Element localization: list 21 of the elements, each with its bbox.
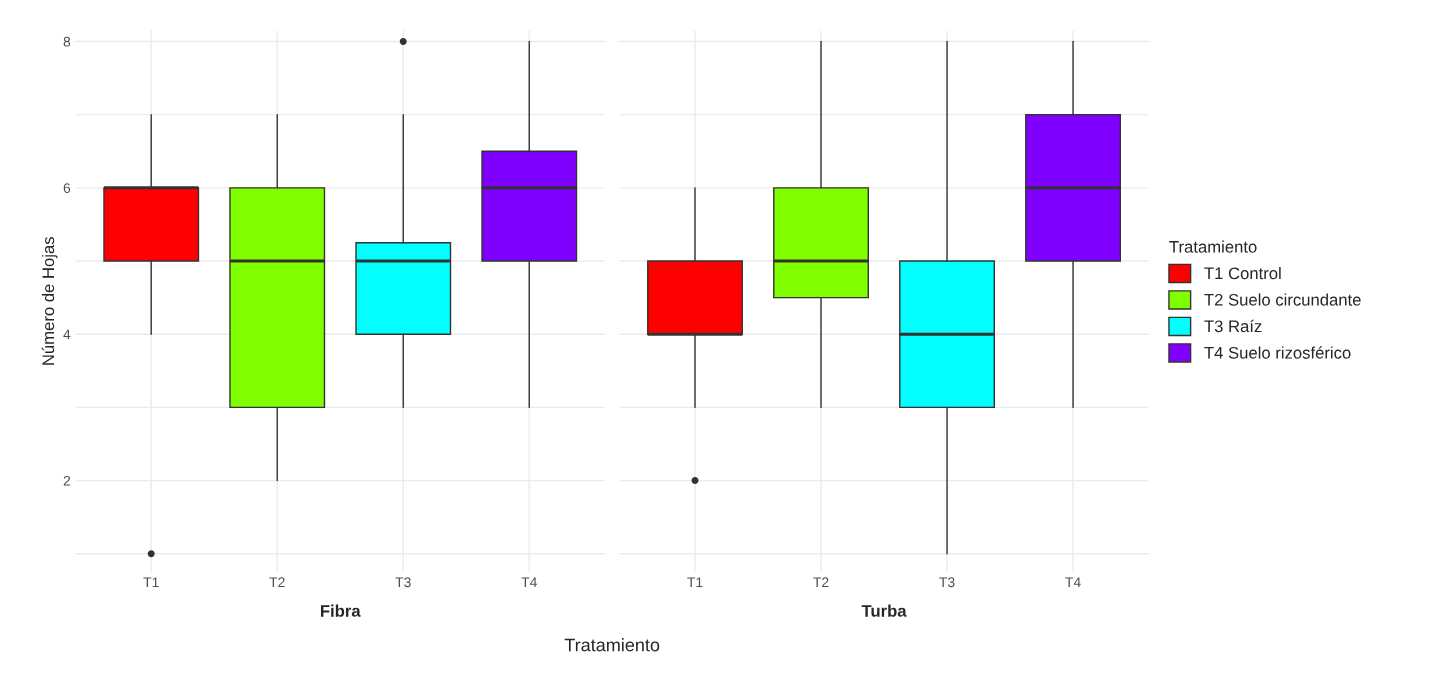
legend-label: T3 Raíz [1204,319,1262,333]
legend-label: T1 Control [1204,266,1281,280]
y-tick-label: 8 [63,36,71,47]
x-tick-label: T3 [939,577,955,588]
y-tick-label: 4 [63,329,71,340]
x-tick-label: T2 [269,577,285,587]
legend-title: Tratamiento [1169,240,1257,253]
x-tick-label: T2 [813,577,829,587]
x-tick-label: T4 [521,577,537,587]
y-tick-label: 2 [63,475,71,486]
y-axis-title: Número de Hojas [41,237,58,365]
x-tick-label: T1 [143,577,159,587]
x-tick-label: T3 [395,577,411,588]
legend-label: T2 Suelo circundante [1204,293,1361,306]
x-tick-label: T1 [687,577,703,587]
legend-label: T4 Suelo rizosférico [1204,346,1351,359]
x-axis-title: Tratamiento [564,638,660,652]
text: Fibra [320,604,361,617]
text: Turba [861,604,907,617]
x-tick-label: T4 [1065,577,1081,587]
y-tick-label: 6 [63,183,71,193]
